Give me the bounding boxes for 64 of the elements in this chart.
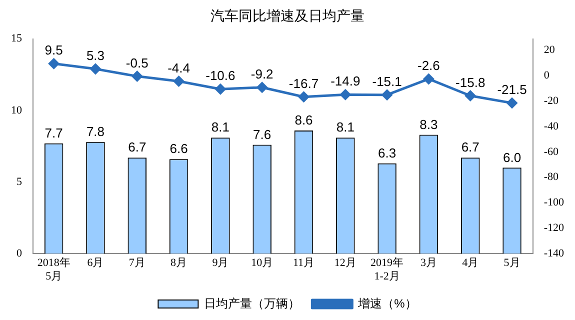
y2-tick-label: -140 (544, 247, 564, 260)
point (465, 90, 476, 101)
y2-tick-label: -20 (544, 94, 559, 107)
x-tick-label: 10月 (251, 257, 274, 270)
data-label: 6.3 (378, 145, 396, 160)
data-label: 6.7 (461, 140, 480, 155)
point (174, 76, 184, 86)
data-label: -4.4 (168, 60, 190, 76)
y2-tick-label: -80 (544, 171, 559, 184)
y2-tick-label: -120 (544, 222, 564, 234)
data-label: 8.1 (336, 120, 354, 135)
data-label: 6.0 (502, 150, 522, 165)
data-label: 7.6 (253, 126, 272, 142)
y2-tick-label: -40 (544, 120, 559, 132)
data-label: -9.2 (250, 66, 274, 82)
x-tick-label: 9月 (212, 257, 229, 270)
y-tick-label: 10 (11, 104, 22, 116)
data-label: 8.1 (211, 120, 230, 135)
x-tick-label: 2019年 1-2月 (370, 257, 404, 282)
data-label: 6.6 (170, 141, 188, 156)
x-tick-label: 6月 (87, 257, 104, 270)
data-label: 7.8 (86, 124, 105, 139)
point (48, 58, 60, 69)
chart-title: 汽车同比增速及日均产量 (210, 7, 364, 24)
data-label: -0.5 (126, 55, 148, 70)
data-label: -10.6 (206, 68, 236, 84)
y2-tick-label: -100 (544, 196, 564, 209)
data-label: 9.5 (44, 42, 63, 58)
x-tick-label: 3月 (420, 257, 437, 270)
point (423, 74, 434, 84)
point (382, 90, 392, 100)
data-label: -14.9 (330, 74, 360, 89)
x-tick-label: 8月 (170, 257, 188, 270)
y-tick-label: 15 (11, 32, 22, 45)
x-tick-label: 5月 (504, 257, 520, 270)
data-label: 5.3 (86, 48, 105, 63)
y-tick-label: 5 (16, 176, 22, 188)
y2-tick-label: -60 (544, 146, 559, 158)
data-label: -16.7 (288, 76, 319, 91)
point (298, 92, 309, 102)
y2-tick-label: 20 (544, 44, 556, 56)
y2-tick-label: 0 (544, 70, 550, 82)
data-label: -21.5 (497, 82, 527, 98)
point (132, 71, 142, 82)
point (340, 89, 351, 100)
data-label: 7.7 (44, 125, 63, 140)
data-label: -2.6 (418, 58, 440, 74)
point (256, 82, 268, 93)
data-label: -15.1 (372, 74, 402, 89)
y-tick-label: 0 (16, 247, 22, 260)
legend-label: 增速（%） (357, 296, 417, 310)
legend-label: 日均产量（万辆） (204, 296, 300, 310)
x-tick-label: 4月 (462, 257, 479, 270)
x-tick-label: 12月 (334, 257, 356, 270)
x-tick-label: 7月 (128, 257, 146, 270)
data-label: -15.8 (456, 74, 486, 90)
point (90, 64, 101, 74)
data-label: 8.3 (420, 116, 438, 132)
point (215, 84, 226, 94)
point (506, 98, 518, 108)
data-label: 6.7 (128, 140, 146, 155)
x-tick-label: 11月 (292, 257, 315, 270)
x-tick-label: 2018年 5月 (37, 257, 70, 282)
data-label: 8.6 (294, 112, 313, 128)
